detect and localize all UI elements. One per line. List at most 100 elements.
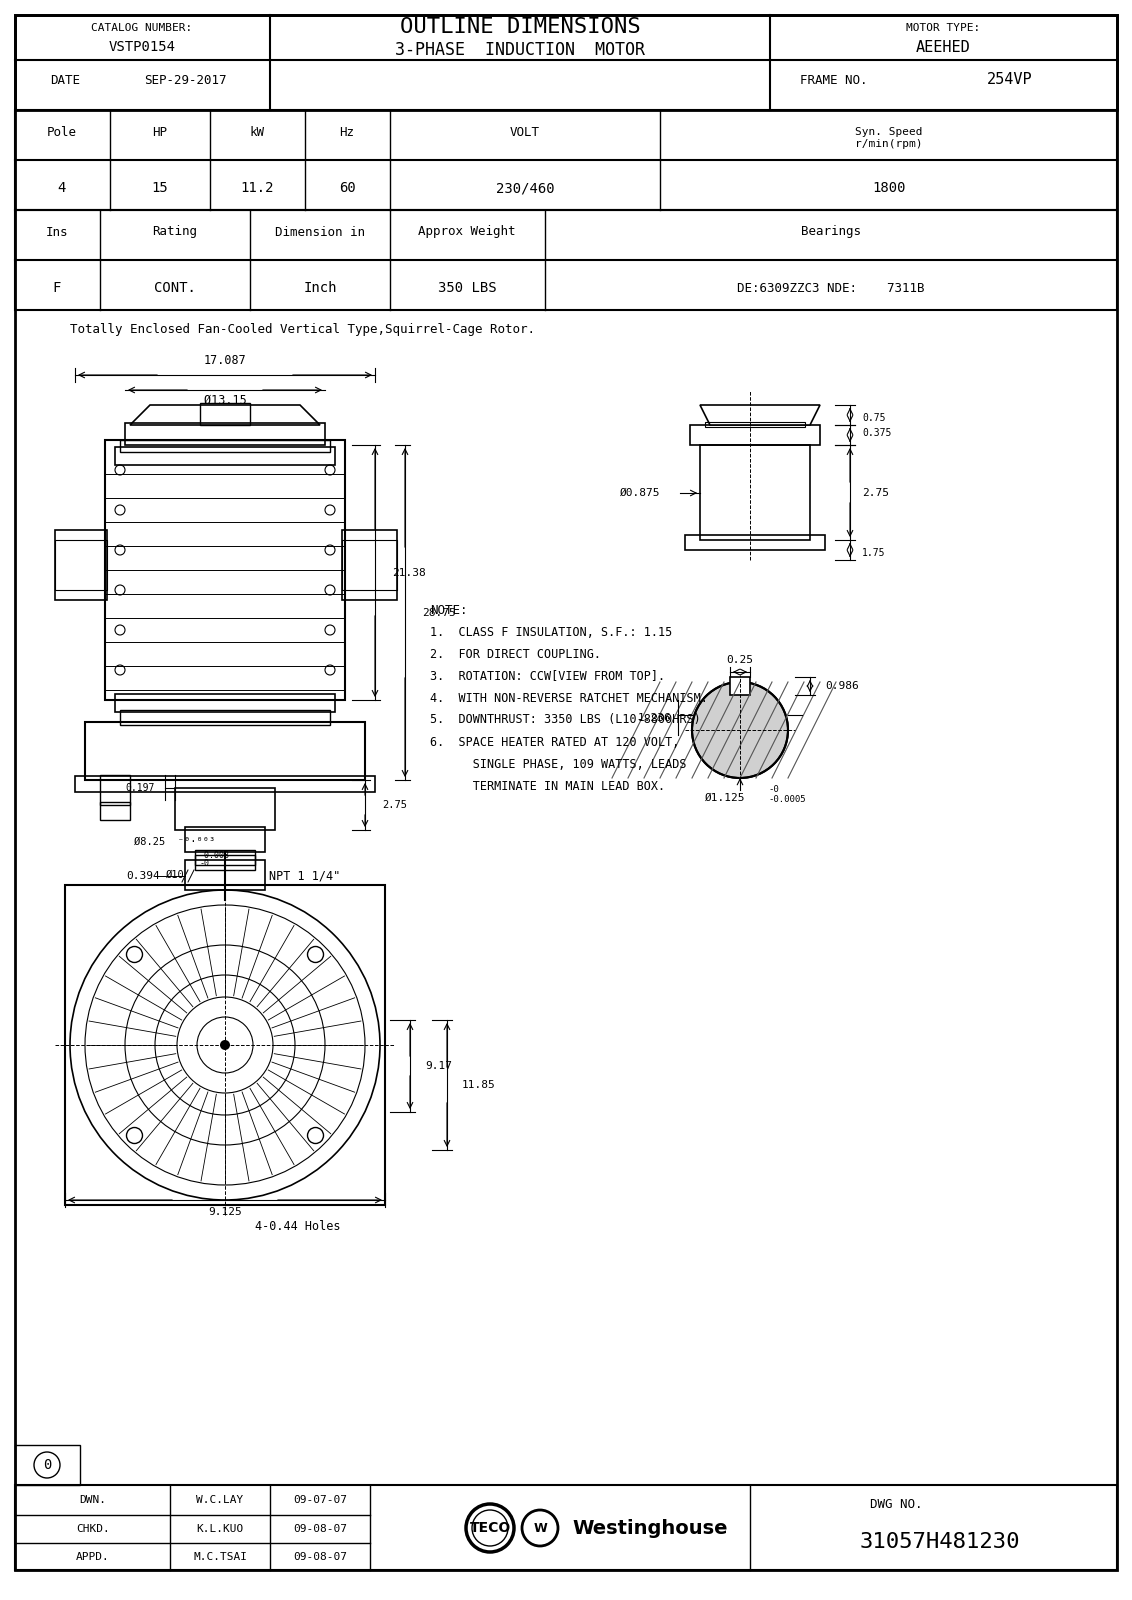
Text: SEP-29-2017: SEP-29-2017 <box>144 74 226 86</box>
Text: 4: 4 <box>58 181 66 195</box>
Text: 0: 0 <box>43 1458 51 1472</box>
Text: 0.375: 0.375 <box>861 427 891 438</box>
Bar <box>105 440 345 701</box>
Bar <box>100 774 130 805</box>
Text: Syn. Speed
r/min(rpm): Syn. Speed r/min(rpm) <box>856 128 923 149</box>
Polygon shape <box>700 405 820 426</box>
Text: NPT 1 1/4": NPT 1 1/4" <box>269 869 341 883</box>
Bar <box>700 445 811 541</box>
Text: NOTE:: NOTE: <box>430 603 468 616</box>
Text: -0.003: -0.003 <box>200 851 230 859</box>
Bar <box>15 14 1117 110</box>
Text: -0: -0 <box>767 786 779 795</box>
Bar <box>691 426 820 445</box>
Bar <box>705 422 805 427</box>
Text: W.C.LAY: W.C.LAY <box>196 1494 243 1506</box>
Text: Westinghouse: Westinghouse <box>573 1518 728 1538</box>
Text: M.C.TSAI: M.C.TSAI <box>192 1552 247 1562</box>
Bar <box>175 787 275 830</box>
Text: -0: -0 <box>200 859 211 867</box>
Bar <box>125 422 325 445</box>
Text: 230/460: 230/460 <box>496 181 555 195</box>
Bar <box>120 710 331 725</box>
Text: 15: 15 <box>152 181 169 195</box>
Text: TERMINATE IN MAIN LEAD BOX.: TERMINATE IN MAIN LEAD BOX. <box>430 779 666 792</box>
Text: kW: kW <box>249 125 265 139</box>
Text: 17.087: 17.087 <box>204 354 247 366</box>
Bar <box>15 1445 80 1485</box>
Text: OUTLINE DIMENSIONS: OUTLINE DIMENSIONS <box>400 18 641 37</box>
Text: VOLT: VOLT <box>511 125 540 139</box>
Text: 0.75: 0.75 <box>861 413 885 422</box>
Text: 9.17: 9.17 <box>424 1061 452 1070</box>
Text: 4.  WITH NON-REVERSE RATCHET MECHANISM.: 4. WITH NON-REVERSE RATCHET MECHANISM. <box>430 691 708 704</box>
Text: VSTP0154: VSTP0154 <box>109 40 175 54</box>
Text: 0.394: 0.394 <box>126 870 160 882</box>
Text: Ø13.15: Ø13.15 <box>204 394 247 406</box>
Text: 1800: 1800 <box>873 181 906 195</box>
Bar <box>55 530 108 600</box>
Text: Hz: Hz <box>340 125 354 139</box>
Bar <box>685 534 825 550</box>
Bar <box>115 446 335 466</box>
Bar <box>100 802 130 819</box>
Text: 5.  DOWNTHRUST: 3350 LBS (L10-8800HRS): 5. DOWNTHRUST: 3350 LBS (L10-8800HRS) <box>430 714 701 726</box>
Text: 60: 60 <box>338 181 355 195</box>
Text: 350 LBS: 350 LBS <box>438 282 496 294</box>
Text: 6.  SPACE HEATER RATED AT 120 VOLT,: 6. SPACE HEATER RATED AT 120 VOLT, <box>430 736 679 749</box>
Bar <box>75 776 375 792</box>
Text: FRAME NO.: FRAME NO. <box>800 74 867 86</box>
Bar <box>15 110 1117 210</box>
Text: 1.75: 1.75 <box>861 547 885 558</box>
Text: Rating: Rating <box>153 226 197 238</box>
Text: DWN.: DWN. <box>79 1494 106 1506</box>
Bar <box>195 854 255 866</box>
Text: 1.236: 1.236 <box>638 714 672 723</box>
Text: AEEHED: AEEHED <box>916 40 970 54</box>
Text: F: F <box>53 282 61 294</box>
Bar <box>15 1485 1117 1570</box>
Text: 09-08-07: 09-08-07 <box>293 1552 348 1562</box>
Text: SINGLE PHASE, 109 WATTS, LEADS: SINGLE PHASE, 109 WATTS, LEADS <box>430 757 686 771</box>
Text: 2.  FOR DIRECT COUPLING.: 2. FOR DIRECT COUPLING. <box>430 648 601 661</box>
Text: CHKD.: CHKD. <box>76 1523 110 1534</box>
Text: DE:6309ZZC3 NDE:    7311B: DE:6309ZZC3 NDE: 7311B <box>737 282 925 294</box>
Bar <box>195 850 255 870</box>
Text: MOTOR TYPE:: MOTOR TYPE: <box>906 22 980 34</box>
Text: Ø10: Ø10 <box>165 870 185 880</box>
Bar <box>342 530 397 600</box>
Circle shape <box>220 1040 230 1050</box>
Text: 0.197: 0.197 <box>126 782 155 794</box>
Text: CONT.: CONT. <box>154 282 196 294</box>
Text: Approx Weight: Approx Weight <box>418 226 516 238</box>
Text: Bearings: Bearings <box>801 226 861 238</box>
Bar <box>65 885 385 1205</box>
Text: Totally Enclosed Fan-Cooled Vertical Type,Squirrel-Cage Rotor.: Totally Enclosed Fan-Cooled Vertical Typ… <box>70 323 535 336</box>
Text: Pole: Pole <box>48 125 77 139</box>
Text: 3.  ROTATION: CCW[VIEW FROM TOP].: 3. ROTATION: CCW[VIEW FROM TOP]. <box>430 669 666 683</box>
Text: -0.0005: -0.0005 <box>767 795 806 805</box>
Text: HP: HP <box>153 125 168 139</box>
Text: 254VP: 254VP <box>987 72 1032 88</box>
Text: 3-PHASE  INDUCTION  MOTOR: 3-PHASE INDUCTION MOTOR <box>395 42 645 59</box>
Text: 9.125: 9.125 <box>208 1206 242 1218</box>
Bar <box>85 722 365 781</box>
Text: Ø0.875: Ø0.875 <box>619 488 660 498</box>
Text: Ø8.25  ⁻⁰·⁰⁰³: Ø8.25 ⁻⁰·⁰⁰³ <box>135 837 215 846</box>
Text: 21.38: 21.38 <box>392 568 426 578</box>
Text: Ø1.125: Ø1.125 <box>705 794 745 803</box>
Text: 4-0.44 Holes: 4-0.44 Holes <box>255 1219 341 1232</box>
Text: TECO: TECO <box>470 1522 511 1534</box>
Bar <box>185 827 265 851</box>
Circle shape <box>692 682 788 778</box>
Text: 2.75: 2.75 <box>861 488 889 498</box>
Text: 28.75: 28.75 <box>422 608 456 618</box>
Text: 0.25: 0.25 <box>727 654 754 666</box>
Polygon shape <box>130 405 320 426</box>
Text: 11.85: 11.85 <box>462 1080 496 1090</box>
Text: W: W <box>533 1522 547 1534</box>
Text: 31057H481230: 31057H481230 <box>859 1533 1020 1552</box>
Bar <box>115 694 335 712</box>
Text: DATE: DATE <box>50 74 80 86</box>
Text: 1.  CLASS F INSULATION, S.F.: 1.15: 1. CLASS F INSULATION, S.F.: 1.15 <box>430 626 672 638</box>
